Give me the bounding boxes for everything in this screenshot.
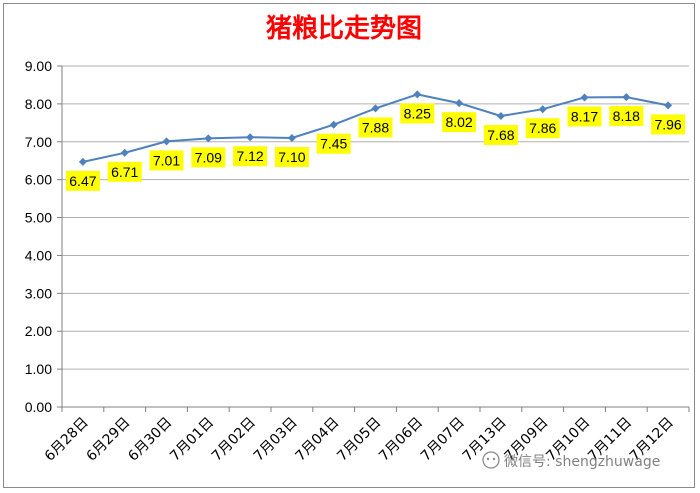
y-tick-label: 2.00 [25,323,52,339]
data-label: 8.02 [445,114,472,130]
data-label-bg [567,106,602,127]
x-tick-label: 7月03日 [251,415,301,465]
data-point [371,104,380,113]
watermark: 微信号: shengzhuwage [482,451,660,470]
y-axis-ticks: 0.00 1.00 2.00 3.00 4.00 5.00 6.00 7.00 8.00 9.00 [25,58,52,415]
y-tick-label: 6.00 [25,172,52,188]
data-label: 7.01 [153,152,180,168]
data-point [246,133,255,142]
data-label: 7.88 [362,119,389,135]
data-label-bg [149,150,184,171]
data-point [413,90,422,99]
x-tick-label: 7月07日 [418,415,468,465]
x-tick-label: 7月06日 [376,415,426,465]
data-label: 8.18 [613,108,640,124]
y-tick-label: 7.00 [25,134,52,150]
x-tick-label: 6月29日 [84,415,134,465]
data-label: 6.71 [111,164,138,180]
wechat-icon [482,451,500,469]
data-point [664,101,673,110]
data-label-bg [400,103,435,124]
data-point [162,137,171,146]
data-label: 7.96 [654,116,681,132]
data-label: 8.17 [571,108,598,124]
data-point [287,133,296,142]
x-tick-label: 7月​13日 [460,415,510,465]
data-label: 7.10 [278,149,305,165]
data-label-bg [191,147,226,168]
y-tick-label: 4.00 [25,247,52,263]
chart-frame: 猪粮比走势图 0.00 1.00 2.00 3.00 4.00 5.00 6.00 7.00 8… [3,3,695,488]
data-label: 7.45 [320,136,347,152]
data-label-bg [609,106,644,127]
data-label-bg [442,112,477,133]
data-label-bg [651,114,686,135]
x-tick-label: 6月28日 [42,415,92,465]
y-tick-label: 8.00 [25,96,52,112]
y-tick-label: 1.00 [25,361,52,377]
y-tick-label: 5.00 [25,210,52,226]
data-point [204,134,213,143]
axes [57,65,690,412]
x-tick-label: 7月04日 [293,415,343,465]
data-point [538,105,547,114]
data-label: 7.68 [487,127,514,143]
chart-title: 猪粮比走势图 [266,13,422,44]
data-label-bg [274,146,309,167]
data-point [496,112,505,121]
data-label: 7.86 [529,120,556,136]
data-point [455,99,464,108]
watermark-text: 微信号: shengzhuwage [504,454,660,470]
data-label: 8.25 [404,105,431,121]
data-label-bg [65,170,100,191]
data-label-bg [525,118,560,139]
x-tick-label: 7月05日 [334,415,384,465]
data-point [580,93,589,102]
x-tick-label: 6月30日 [125,415,175,465]
y-tick-label: 0.00 [25,399,52,415]
data-labels: 6.47 6.71 7.01 7.09 7.12 7.10 7.45 7.88 8.25 8.02… [65,103,686,191]
data-label-bg [107,161,142,182]
y-tick-label: 9.00 [25,58,52,74]
data-point [120,148,129,157]
data-point [329,120,338,129]
data-label-bg [233,146,268,167]
data-points [78,90,673,166]
data-label-bg [358,117,393,138]
x-tick-label: 7月02日 [209,415,259,465]
data-point [622,93,631,102]
data-label: 6.47 [69,173,96,189]
x-tick-label: 7月01日 [167,415,217,465]
line-chart: 猪粮比走势图 0.00 1.00 2.00 3.00 4.00 5.00 6.00 7.00 8… [25,13,690,470]
data-point [78,157,87,166]
data-label-bg [483,125,518,146]
data-label-bg [316,133,351,154]
y-tick-label: 3.00 [25,285,52,301]
data-label: 7.12 [236,148,263,164]
data-label: 7.09 [195,149,222,165]
